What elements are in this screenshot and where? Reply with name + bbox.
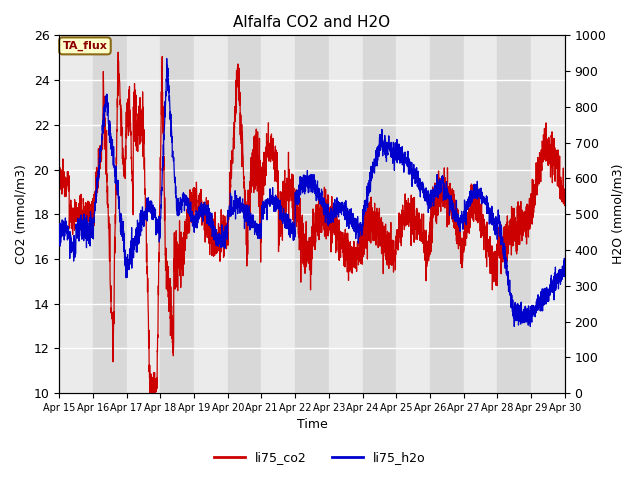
Bar (329, 36, 363, 393)
Bar (160, 36, 194, 393)
Bar (430, 36, 464, 393)
Legend: li75_co2, li75_h2o: li75_co2, li75_h2o (209, 446, 431, 469)
Y-axis label: CO2 (mmol/m3): CO2 (mmol/m3) (15, 164, 28, 264)
Bar (59, 36, 93, 393)
Bar (127, 36, 160, 393)
X-axis label: Time: Time (296, 419, 328, 432)
Bar (295, 36, 329, 393)
Bar (194, 36, 228, 393)
Text: TA_flux: TA_flux (63, 41, 108, 51)
Bar (396, 36, 430, 393)
Bar (261, 36, 295, 393)
Y-axis label: H2O (mmol/m3): H2O (mmol/m3) (612, 164, 625, 264)
Title: Alfalfa CO2 and H2O: Alfalfa CO2 and H2O (234, 15, 390, 30)
Bar (497, 36, 531, 393)
Bar (93, 36, 127, 393)
Bar (363, 36, 396, 393)
Bar (531, 36, 565, 393)
Bar (464, 36, 497, 393)
Bar (228, 36, 261, 393)
